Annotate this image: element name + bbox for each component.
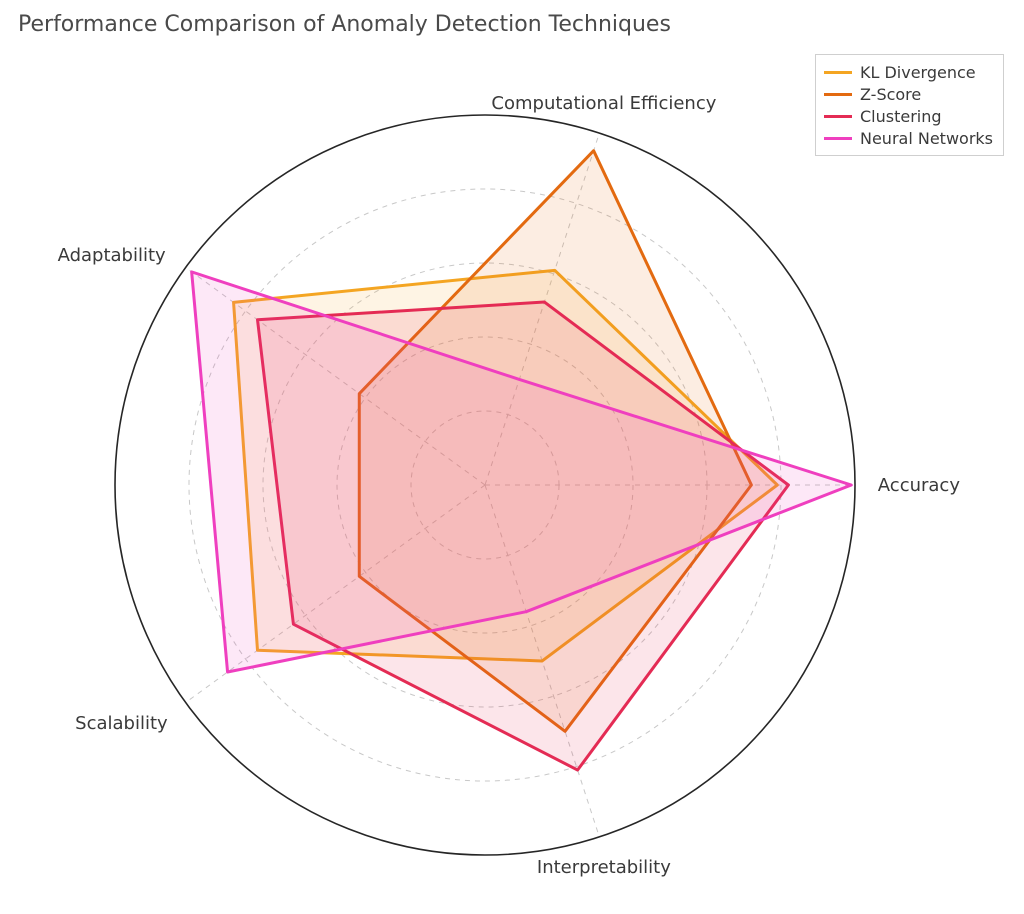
- legend-swatch: [824, 71, 852, 74]
- radar-chart-container: Performance Comparison of Anomaly Detect…: [0, 0, 1024, 914]
- axis-label: Scalability: [75, 713, 168, 734]
- legend-label: KL Divergence: [860, 63, 976, 82]
- legend-item: Z-Score: [824, 83, 993, 105]
- axis-label: Accuracy: [878, 475, 961, 496]
- legend-item: Clustering: [824, 105, 993, 127]
- legend-item: KL Divergence: [824, 61, 993, 83]
- axis-label: Adaptability: [58, 245, 166, 266]
- legend-swatch: [824, 93, 852, 96]
- legend-label: Neural Networks: [860, 129, 993, 148]
- axis-label: Interpretability: [537, 857, 671, 878]
- axis-label: Computational Efficiency: [491, 93, 716, 114]
- chart-legend: KL Divergence Z-Score Clustering Neural Net…: [815, 54, 1004, 156]
- legend-label: Clustering: [860, 107, 942, 126]
- legend-item: Neural Networks: [824, 127, 993, 149]
- legend-swatch: [824, 115, 852, 118]
- legend-swatch: [824, 137, 852, 140]
- legend-label: Z-Score: [860, 85, 921, 104]
